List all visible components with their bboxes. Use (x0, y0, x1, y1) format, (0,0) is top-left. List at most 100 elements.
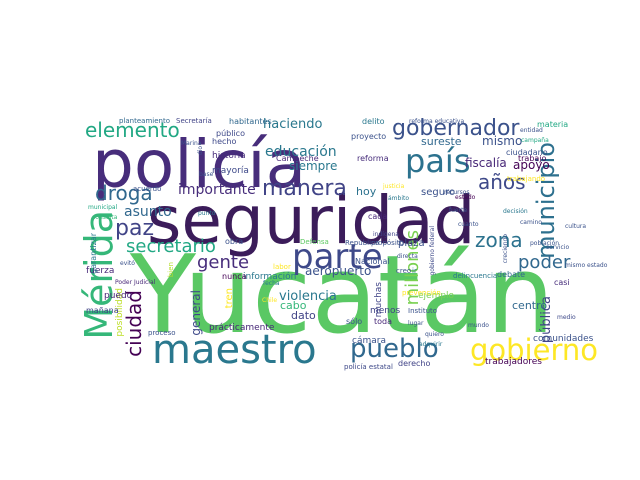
cloud-word: gente (197, 252, 250, 273)
cloud-word: servicio (546, 244, 570, 251)
cloud-word: sureste (421, 135, 462, 148)
cloud-word: puedo (104, 291, 133, 301)
cloud-word: creciendo (502, 234, 509, 264)
cloud-word: indígena (373, 231, 399, 238)
cloud-word: fuerte (449, 207, 468, 214)
cloud-word: gobernador (392, 116, 520, 141)
cloud-word: aeropuerto (305, 264, 372, 278)
cloud-word: casi (554, 278, 570, 287)
cloud-word: toda (374, 317, 393, 326)
cloud-word: comunidades (533, 334, 594, 344)
cloud-word: información (243, 272, 297, 282)
cloud-word: cuanto (458, 221, 479, 228)
cloud-word: mismo (482, 134, 523, 148)
cloud-word: Campeche (276, 154, 319, 163)
cloud-word: haciendo (263, 117, 323, 132)
cloud-word: poder (518, 252, 571, 273)
cloud-word: importante (178, 182, 256, 198)
cloud-word: gobierno (470, 333, 598, 367)
cloud-word: hoy (356, 185, 377, 198)
cloud-word: cabo (280, 299, 307, 312)
cloud-word: cámara (352, 336, 386, 346)
cloud-word: Instituto (408, 307, 438, 315)
cloud-word: años (478, 170, 526, 194)
cloud-word: planteamiento (119, 117, 170, 125)
cloud-word: apoyo (513, 158, 550, 172)
cloud-word: maestro (152, 327, 317, 373)
cloud-word: proceso (148, 329, 176, 337)
cloud-word: bien (167, 262, 175, 278)
cloud-word: siempre (289, 159, 338, 173)
cloud-word: punto (198, 210, 216, 217)
cloud-word: reforma educativa (409, 118, 465, 125)
cloud-word: labor (273, 263, 291, 271)
cloud-word: tren (224, 288, 235, 309)
cloud-word: directa (397, 253, 418, 260)
cloud-word: gobierno federal (429, 226, 436, 276)
cloud-word: hecho (212, 137, 237, 146)
cloud-word: reforma (357, 154, 389, 163)
cloud-word: República (345, 239, 380, 247)
cloud-word: manera (262, 176, 347, 201)
cloud-word: Marina (181, 140, 202, 147)
cloud-word: asunto (124, 204, 172, 220)
cloud-word: creo (396, 267, 412, 275)
cloud-word: pueblo (350, 334, 439, 364)
cloud-word: ámbito (388, 195, 410, 202)
cloud-word: delincuencia (453, 272, 498, 280)
cloud-word: prevención (402, 289, 441, 297)
cloud-word: mismo estado (565, 262, 608, 269)
cloud-word: educación (265, 144, 337, 160)
cloud-word: sólo (346, 317, 363, 326)
cloud-word: parte (292, 237, 383, 277)
cloud-word: seguridad (147, 182, 476, 259)
cloud-word: elemento (85, 118, 180, 142)
cloud-word: menos (370, 306, 401, 316)
cloud-word: fuerza (86, 266, 115, 276)
cloud-word: base (199, 171, 214, 178)
cloud-word: obra (225, 237, 244, 246)
cloud-word: ejemplo (418, 291, 455, 301)
cloud-word: historia (212, 151, 246, 161)
cloud-word: población (530, 240, 560, 247)
cloud-word: mañana (86, 306, 119, 315)
cloud-word: cada (368, 212, 388, 221)
cloud-word: centro (512, 299, 548, 312)
cloud-word: droga (95, 181, 153, 205)
cloud-word: secretario (126, 236, 216, 257)
cloud-word: trabajadores (485, 357, 542, 367)
cloud-word: Defensa (300, 238, 329, 246)
cloud-word: entidad (520, 127, 543, 134)
cloud-word: mundo (468, 322, 489, 329)
cloud-word: municipal (88, 204, 118, 211)
cloud-word: habitantes (229, 117, 272, 126)
cloud-word: medio (557, 314, 576, 321)
cloud-word: nunca (222, 272, 247, 281)
cloud-word: delito (362, 117, 385, 126)
cloud-word: decisión (503, 208, 528, 215)
cloud-word: ciudadano (506, 148, 548, 157)
cloud-word: zona (475, 228, 523, 252)
cloud-word: propósito (371, 239, 404, 247)
cloud-word: materia (537, 120, 569, 129)
cloud-word: debate (497, 270, 526, 279)
cloud-word: policía estatal (344, 363, 393, 371)
cloud-word: acuerdo (133, 185, 162, 193)
cloud-word: fecha (263, 280, 280, 287)
cloud-word: plaza (398, 238, 425, 249)
cloud-word: Nacional (355, 257, 390, 266)
cloud-word: país (405, 142, 471, 180)
cloud-word: paz (115, 216, 154, 241)
cloud-word: prácticamente (209, 323, 275, 333)
cloud-word: Chile (262, 297, 278, 304)
cloud-word: consulta (92, 214, 118, 221)
cloud-word: recursos (444, 189, 470, 196)
cloud-word: dato (291, 309, 316, 322)
cloud-word: policía (92, 126, 307, 203)
cloud-word: fiscalía (465, 156, 507, 170)
cloud-word: público (216, 129, 245, 138)
cloud-word: general (189, 290, 203, 336)
cloud-word: evitó (120, 260, 135, 267)
cloud-word: Secretaría (176, 117, 212, 125)
